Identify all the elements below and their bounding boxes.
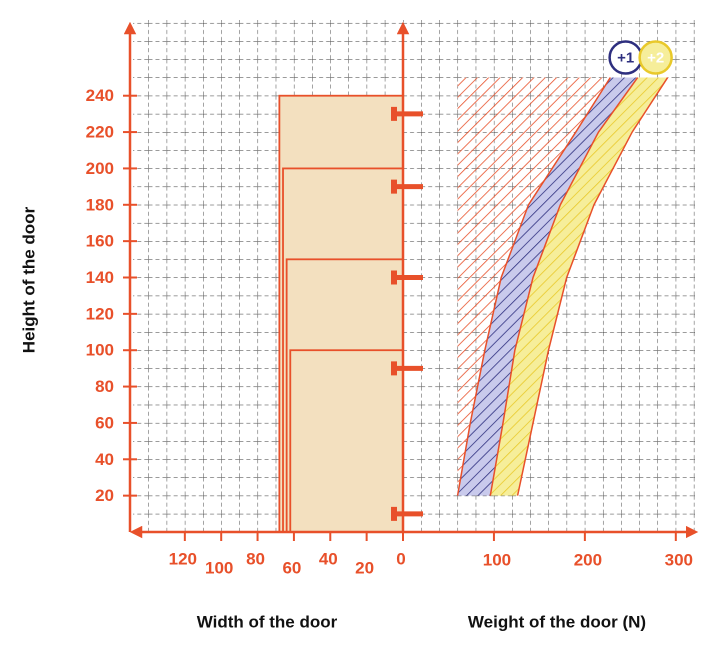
x-tick-label: 200 xyxy=(574,550,602,569)
band xyxy=(490,77,668,496)
band xyxy=(457,77,638,496)
y-tick-label: 240 xyxy=(86,86,114,105)
y-tick-label: 180 xyxy=(86,195,114,214)
y-tick-label: 60 xyxy=(95,413,114,432)
x-tick-label: 300 xyxy=(665,550,693,569)
legend-marker xyxy=(638,40,673,75)
y-tick-label: 20 xyxy=(95,486,114,505)
limit-region xyxy=(457,77,611,496)
width-axis-title: Width of the door xyxy=(197,612,338,631)
hinge xyxy=(391,506,423,521)
x-tick-label: 120 xyxy=(169,549,197,568)
x-tick-label: 80 xyxy=(246,549,265,568)
hinge xyxy=(391,361,423,376)
weight-axis-title: Weight of the door (N) xyxy=(468,612,646,631)
y-tick-label: 160 xyxy=(86,232,114,251)
y-tick-label: 140 xyxy=(86,268,114,287)
hinge xyxy=(391,106,423,121)
x-tick-label: 40 xyxy=(319,549,338,568)
x-tick-label: 100 xyxy=(205,558,233,577)
x-tick-label: 0 xyxy=(396,549,405,568)
boundary-curve xyxy=(489,77,639,496)
x-tick-label: 100 xyxy=(483,550,511,569)
hinge xyxy=(391,179,423,194)
y-axis-title: Height of the door xyxy=(19,206,38,353)
y-tick-label: 80 xyxy=(95,377,114,396)
y-tick-label: 40 xyxy=(95,450,114,469)
x-tick-label: 20 xyxy=(355,558,374,577)
boundary-curve xyxy=(456,77,611,496)
door xyxy=(278,94,404,533)
hinge xyxy=(391,270,423,285)
plot xyxy=(278,77,669,533)
y-tick-label: 120 xyxy=(86,304,114,323)
y-tick-label: 200 xyxy=(86,159,114,178)
boundary-curve xyxy=(516,77,669,496)
y-tick-label: 220 xyxy=(86,123,114,142)
legend-label: +1 xyxy=(617,50,634,67)
x-tick-label: 60 xyxy=(282,558,301,577)
y-tick-label: 100 xyxy=(86,341,114,360)
legend-label: +2 xyxy=(647,50,664,67)
